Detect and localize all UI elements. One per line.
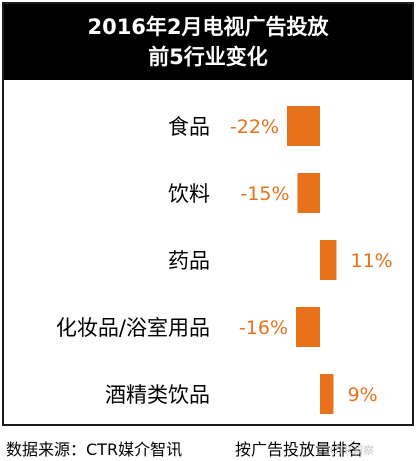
category-label-4: 酒精类饮品 <box>105 383 210 407</box>
value-label-0: -22% <box>230 116 279 138</box>
category-label-1: 饮料 <box>168 182 210 206</box>
value-label-2: 11% <box>351 250 393 272</box>
bar-4 <box>320 374 334 414</box>
ranking-note: 按广告投放量排名 <box>235 440 364 459</box>
bar-3 <box>296 307 320 347</box>
value-label-3: -16% <box>239 317 288 339</box>
category-label-3: 化妆品/浴室用品 <box>56 316 210 340</box>
watermark: CTR洞察 <box>330 444 375 457</box>
category-label-0: 食品 <box>168 115 210 139</box>
source-note: 数据来源：CTR媒介智讯 <box>6 440 183 459</box>
value-label-4: 9% <box>348 384 378 406</box>
footer: 数据来源：CTR媒介智讯 按广告投放量排名 CTR洞察 <box>0 428 418 461</box>
category-label-2: 药品 <box>168 249 210 273</box>
chart-title-line2: 前5行业变化 <box>148 45 268 69</box>
bar-chart: 食品 -22% 饮料 -15% 药品 11% 化妆品/浴室用品 -16% 酒精类饮品 9% <box>56 106 393 414</box>
bar-2 <box>320 240 337 280</box>
chart-header: 2016年2月电视广告投放 前5行业变化 <box>4 4 412 80</box>
value-label-1: -15% <box>240 183 289 205</box>
bar-1 <box>297 173 320 213</box>
chart-title-line1: 2016年2月电视广告投放 <box>87 15 329 39</box>
chart-frame: 2016年2月电视广告投放 前5行业变化 食品 -22% 饮料 -15% 药品 11% 化妆… <box>2 2 414 426</box>
bar-0 <box>287 106 320 146</box>
